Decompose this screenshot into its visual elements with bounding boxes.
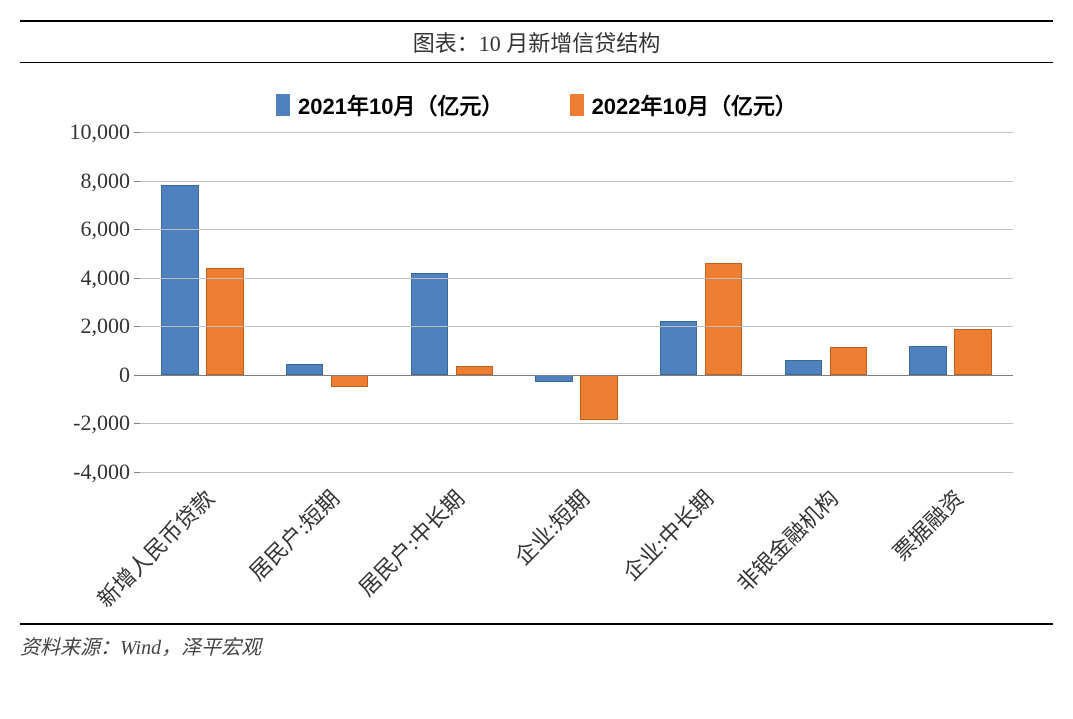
legend-swatch-2021 [276, 94, 290, 116]
gridline [140, 132, 1013, 133]
bar [954, 329, 991, 375]
plot-area: -4,000-2,00002,0004,0006,0008,00010,000 [140, 132, 1013, 472]
y-tick-label: -2,000 [73, 410, 140, 436]
legend-swatch-2022 [570, 94, 584, 116]
legend-item-2021: 2021年10月（亿元） [276, 89, 503, 121]
chart-area: 2021年10月（亿元） 2022年10月（亿元） -4,000-2,00002… [20, 83, 1053, 623]
bar [580, 375, 617, 420]
gridline [140, 326, 1013, 327]
y-tick-label: -4,000 [73, 459, 140, 485]
y-tick-label: 0 [119, 362, 140, 388]
y-tick-label: 2,000 [81, 313, 141, 339]
source-footer: 资料来源：Wind，泽平宏观 [20, 623, 1053, 660]
bar [830, 347, 867, 375]
x-tick-label: 居民户:中长期 [350, 482, 470, 602]
gridline [140, 278, 1013, 279]
legend-label-2022: 2022年10月（亿元） [592, 89, 797, 121]
bar [161, 185, 198, 374]
x-tick-label: 新增人民币贷款 [89, 482, 221, 614]
x-axis-labels: 新增人民币贷款居民户:短期居民户:中长期企业:短期企业:中长期非银金融机构票据融… [140, 472, 1013, 622]
bar [535, 375, 572, 382]
bars-layer [140, 132, 1013, 472]
figure-container: 图表：10 月新增信贷结构 2021年10月（亿元） 2022年10月（亿元） … [20, 20, 1053, 660]
legend: 2021年10月（亿元） 2022年10月（亿元） [20, 83, 1053, 132]
x-tick-label: 非银金融机构 [729, 482, 845, 598]
source-text: 资料来源：Wind，泽平宏观 [20, 637, 261, 659]
gridline [140, 229, 1013, 230]
y-tick-label: 6,000 [81, 216, 141, 242]
bar [705, 263, 742, 375]
title-bar: 图表：10 月新增信贷结构 [20, 20, 1053, 63]
x-tick-label: 企业:短期 [506, 482, 595, 571]
y-tick-label: 8,000 [81, 168, 141, 194]
bar [411, 273, 448, 375]
chart-title: 图表：10 月新增信贷结构 [413, 31, 661, 56]
x-tick-label: 企业:中长期 [615, 482, 720, 587]
y-tick-label: 4,000 [81, 265, 141, 291]
y-tick-label: 10,000 [70, 119, 141, 145]
bar [660, 321, 697, 374]
zero-line [140, 375, 1013, 376]
gridline [140, 423, 1013, 424]
bar [785, 360, 822, 375]
legend-label-2021: 2021年10月（亿元） [298, 89, 503, 121]
bar [331, 375, 368, 387]
bar [286, 364, 323, 375]
x-tick-label: 票据融资 [884, 482, 969, 567]
bar [456, 366, 493, 375]
legend-item-2022: 2022年10月（亿元） [570, 89, 797, 121]
gridline [140, 181, 1013, 182]
x-tick-label: 居民户:短期 [241, 482, 346, 587]
bar [206, 268, 243, 375]
bar [909, 346, 946, 375]
